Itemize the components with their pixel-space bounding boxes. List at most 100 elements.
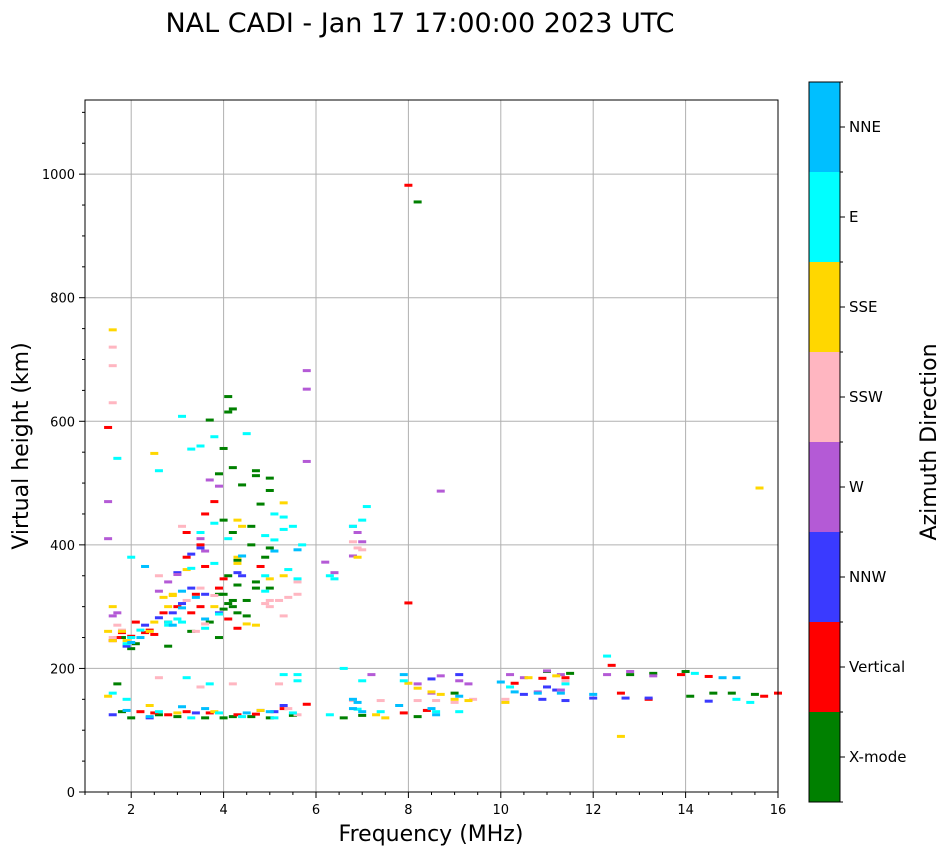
data-point [358, 710, 367, 714]
data-point [279, 527, 288, 531]
data-point [288, 524, 297, 528]
data-point [178, 414, 187, 418]
data-point [108, 639, 117, 643]
data-point [228, 466, 237, 470]
data-point [164, 580, 173, 584]
data-point [164, 644, 173, 648]
data-point [173, 617, 182, 621]
data-point [168, 611, 177, 615]
data-point [201, 549, 210, 553]
data-point [413, 686, 422, 690]
data-point [214, 636, 223, 640]
data-point [187, 586, 196, 590]
data-point [589, 692, 598, 696]
data-point [247, 543, 256, 547]
data-point [233, 561, 242, 565]
data-point [196, 444, 205, 448]
x-tick-label: 8 [404, 803, 412, 818]
data-point [552, 688, 561, 692]
plot-frame [84, 99, 779, 793]
data-point [621, 696, 630, 700]
data-point [164, 605, 173, 609]
data-point [154, 710, 163, 714]
data-point [108, 364, 117, 368]
data-point [543, 669, 551, 673]
colorbar-segment [809, 172, 840, 262]
data-point [265, 577, 274, 581]
data-point [755, 486, 764, 490]
data-point [279, 614, 288, 618]
data-point [242, 598, 251, 602]
data-point [104, 629, 113, 633]
data-point [238, 524, 247, 528]
data-point [210, 561, 219, 565]
data-point [201, 512, 210, 516]
data-point [201, 707, 210, 711]
data-point [348, 540, 357, 544]
data-point [210, 521, 219, 525]
data-point [210, 500, 219, 504]
data-point [219, 716, 228, 720]
data-point [113, 623, 122, 627]
data-point [404, 681, 413, 685]
data-point [543, 685, 551, 689]
data-point [122, 697, 131, 701]
data-point [607, 663, 616, 667]
data-point [196, 546, 205, 550]
data-point [141, 631, 150, 635]
x-axis-title: Frequency (MHz) [339, 822, 524, 847]
data-point [196, 586, 205, 590]
data-point [265, 586, 274, 590]
data-point [760, 694, 769, 698]
data-point [182, 710, 191, 714]
colorbar-segment [809, 262, 840, 352]
data-point [182, 568, 191, 572]
data-point [178, 524, 187, 528]
data-point [519, 692, 528, 696]
data-point [141, 564, 150, 568]
y-tick-label: 600 [50, 415, 75, 430]
data-point [561, 676, 570, 680]
data-point [219, 592, 228, 596]
data-point [154, 589, 163, 593]
data-point [159, 595, 168, 599]
y-tick-label: 400 [50, 539, 75, 554]
data-point [704, 699, 713, 703]
data-point [150, 711, 159, 715]
data-point [131, 642, 140, 646]
data-point [238, 554, 247, 558]
data-point [108, 401, 117, 405]
data-point [284, 595, 293, 599]
data-point [154, 713, 163, 717]
data-point [251, 623, 260, 627]
data-point [141, 623, 150, 627]
data-point [233, 555, 242, 559]
data-point [538, 676, 547, 680]
data-point [302, 459, 311, 463]
data-point [616, 734, 625, 738]
data-point [432, 710, 441, 714]
data-point [533, 691, 542, 695]
colorbar-label: W [849, 478, 864, 496]
data-point [589, 696, 598, 700]
data-point [228, 715, 237, 719]
data-point [233, 571, 242, 575]
data-point [358, 548, 367, 552]
data-point [358, 713, 367, 717]
data-point [302, 387, 311, 391]
data-point [122, 639, 131, 643]
data-point [150, 632, 159, 636]
data-point [256, 564, 265, 568]
data-point [395, 704, 404, 707]
data-point [288, 713, 297, 717]
data-point [196, 537, 205, 541]
data-point [108, 605, 117, 609]
y-tick-label: 0 [67, 786, 75, 801]
data-point [104, 500, 113, 504]
data-point [247, 524, 256, 528]
colorbar-label: SSW [849, 388, 883, 406]
data-point [150, 451, 159, 455]
data-point [404, 183, 413, 187]
data-point [182, 676, 191, 680]
colorbar-label: SSE [849, 298, 878, 316]
